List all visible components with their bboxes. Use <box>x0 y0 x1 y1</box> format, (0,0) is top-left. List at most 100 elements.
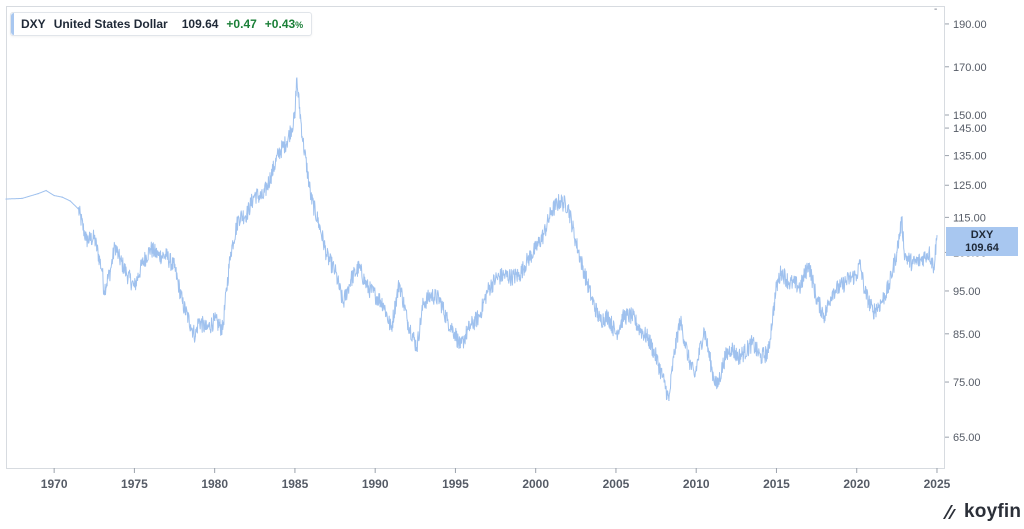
data-point <box>478 315 481 317</box>
data-point <box>77 208 79 210</box>
data-point <box>470 324 473 326</box>
data-point <box>45 189 47 192</box>
data-point <box>390 328 392 330</box>
data-point <box>535 248 537 250</box>
data-point <box>788 282 790 284</box>
data-point <box>815 298 818 300</box>
data-point <box>398 282 400 284</box>
data-point <box>117 255 119 257</box>
data-point <box>912 262 914 265</box>
data-point <box>486 290 489 292</box>
data-point <box>824 315 826 317</box>
data-point <box>694 376 696 378</box>
data-point <box>751 342 753 344</box>
y-tick-label: 125.00 <box>953 180 987 192</box>
y-tick-label: 75.00 <box>953 377 981 389</box>
data-point <box>53 194 55 197</box>
data-point <box>157 254 160 256</box>
data-point <box>246 213 248 215</box>
data-point <box>856 274 858 276</box>
collapse-icon[interactable]: - <box>934 4 938 15</box>
data-point <box>730 347 733 349</box>
data-point <box>920 259 922 261</box>
x-axis: 1970 1975 1980 1985 1990 1995 2000 2005 2010 2015… <box>41 468 951 491</box>
data-point <box>310 197 312 199</box>
legend-percent: +0.43% <box>265 17 303 31</box>
data-point <box>543 233 545 236</box>
data-point <box>780 270 782 272</box>
data-point <box>687 356 689 358</box>
data-point <box>799 286 802 288</box>
y-tick-label: 85.00 <box>953 329 981 341</box>
data-point <box>933 266 935 268</box>
legend-percent-value: +0.43 <box>264 17 296 31</box>
data-point <box>21 197 23 200</box>
data-point <box>230 251 232 254</box>
data-point <box>103 290 105 292</box>
x-tick-label: 2025 <box>924 477 951 491</box>
data-point <box>467 328 469 330</box>
legend-change: +0.47 <box>226 17 257 31</box>
data-point <box>270 175 272 177</box>
price-tag-value: 109.64 <box>965 242 999 254</box>
x-tick-label: 1990 <box>362 477 389 491</box>
legend-price: 109.64 <box>181 17 219 31</box>
data-point <box>673 356 675 358</box>
x-tick-label: 2005 <box>603 477 630 491</box>
koyfin-logo[interactable]: koyfin <box>940 501 1021 523</box>
data-point <box>326 255 328 257</box>
series-line-dxy[interactable] <box>5 77 938 401</box>
data-point <box>864 290 866 292</box>
data-point <box>832 290 834 292</box>
data-point <box>149 248 152 250</box>
data-point <box>438 298 440 300</box>
legend-ticker: DXY <box>21 17 46 31</box>
data-point <box>459 347 461 349</box>
data-point <box>551 210 553 212</box>
data-point <box>494 278 497 280</box>
x-tick-label: 1975 <box>121 477 148 491</box>
data-point <box>928 251 930 254</box>
data-point <box>222 328 224 330</box>
data-point <box>663 381 665 383</box>
data-point <box>679 319 681 322</box>
data-point <box>406 319 408 322</box>
data-point <box>668 399 670 402</box>
data-point <box>93 237 95 239</box>
series-legend[interactable]: DXY United States Dollar 109.64 +0.47 +0… <box>10 12 313 36</box>
data-point <box>430 294 432 296</box>
data-point <box>194 335 197 337</box>
data-point <box>114 244 116 246</box>
data-point <box>502 274 505 276</box>
koyfin-logo-icon <box>943 505 956 519</box>
data-point <box>334 270 336 272</box>
y-tick-label: 95.00 <box>953 286 981 298</box>
data-point <box>575 240 577 243</box>
data-point <box>366 286 368 288</box>
x-tick-label: 2010 <box>683 477 710 491</box>
data-point <box>647 337 649 339</box>
data-point <box>567 205 569 207</box>
y-tick-label: 190.00 <box>953 19 987 31</box>
data-point <box>743 351 745 353</box>
data-point <box>639 328 641 330</box>
data-point <box>374 294 376 296</box>
data-point <box>896 251 898 254</box>
data-point <box>859 262 861 265</box>
data-point <box>173 266 176 268</box>
data-point <box>615 333 617 335</box>
data-point <box>880 302 882 304</box>
data-point <box>141 262 144 265</box>
data-point <box>775 286 778 288</box>
data-point <box>511 276 513 278</box>
data-point <box>901 220 903 222</box>
data-point <box>422 302 424 304</box>
x-tick-label: 1995 <box>442 477 469 491</box>
data-point <box>936 235 938 237</box>
data-point <box>294 116 296 119</box>
data-point <box>125 272 127 274</box>
data-point <box>214 319 216 322</box>
data-point <box>302 140 304 143</box>
x-tick-label: 1970 <box>41 477 68 491</box>
